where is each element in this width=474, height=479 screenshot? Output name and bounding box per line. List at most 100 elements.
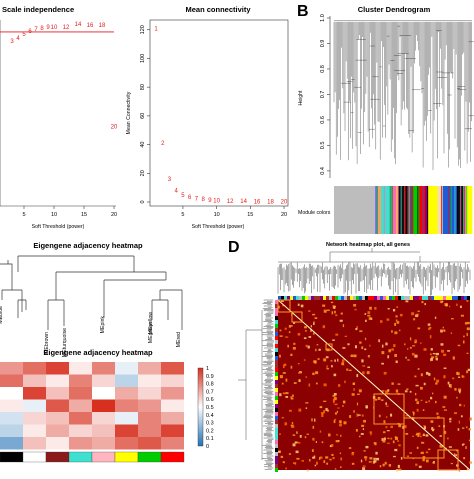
tom-speck <box>456 464 459 467</box>
tom-speck <box>398 444 401 447</box>
tom-speck <box>378 339 380 343</box>
data-point: 5 <box>181 193 185 199</box>
tom-speck <box>382 463 385 467</box>
scale-independence-points: 3 45 6 7 8 9 10 12 14 16 18 20 <box>10 22 118 130</box>
left-color-cell <box>275 356 278 360</box>
tom-speck <box>308 310 311 312</box>
tom-speck <box>456 303 458 307</box>
tom-speck <box>356 374 359 378</box>
eigengene-tree <box>0 255 183 330</box>
tom-speck <box>375 451 378 455</box>
left-color-cell <box>275 400 278 404</box>
tom-speck <box>308 383 311 387</box>
tom-speck <box>290 365 293 369</box>
heatmap-cell <box>69 387 92 400</box>
leaf-label: MEblue <box>0 306 4 324</box>
top-color-cell <box>467 296 470 301</box>
tom-speck <box>435 382 438 385</box>
heatmap-cell <box>161 437 184 450</box>
tom-speck <box>348 447 352 449</box>
tom-speck <box>367 315 371 317</box>
tom-speck <box>351 452 355 454</box>
tom-speck <box>333 419 336 424</box>
tom-speck <box>334 359 336 362</box>
tom-speck <box>441 329 445 331</box>
module-color-stripe <box>441 186 442 234</box>
top-color-cell <box>359 296 362 301</box>
tom-speck <box>352 382 355 385</box>
tom-speck <box>396 306 399 308</box>
heatmap-cell <box>138 387 161 400</box>
tom-speck <box>319 406 323 408</box>
tom-speck <box>300 304 304 308</box>
tom-speck <box>425 451 429 454</box>
y-tick-label: 0.8 <box>320 65 326 73</box>
tom-speck <box>340 457 343 461</box>
left-color-cell <box>275 372 278 376</box>
left-color-cell <box>275 396 278 400</box>
heatmap-cell <box>138 424 161 437</box>
data-point: 16 <box>87 23 94 29</box>
tom-speck <box>306 433 309 435</box>
tom-speck <box>378 414 381 418</box>
tom-speck <box>414 354 418 358</box>
heatmap-cell <box>138 362 161 375</box>
tom-speck <box>344 335 347 338</box>
tom-speck <box>322 325 326 329</box>
tom-speck <box>323 410 326 414</box>
module-strip-cell <box>0 451 24 463</box>
tom-speck <box>429 353 432 356</box>
tom-speck <box>290 396 292 399</box>
tom-speck <box>420 373 423 377</box>
tom-speck <box>453 412 458 415</box>
y-axis-label: Mean Connectivity <box>126 91 132 134</box>
tom-speck <box>336 434 339 436</box>
tom-speck <box>385 416 388 418</box>
tom-speck <box>431 356 435 359</box>
tom-speck <box>362 465 366 467</box>
module-color-stripe <box>390 186 392 234</box>
tom-speck <box>340 466 342 469</box>
tom-speck <box>325 407 328 411</box>
tom-speck <box>373 442 376 445</box>
tom-speck <box>394 322 397 326</box>
module-strip-cell <box>22 451 47 463</box>
tom-speck <box>339 420 342 424</box>
colorbar-tick-label: 0.5 <box>206 405 214 411</box>
tom-speck <box>292 443 296 447</box>
left-color-cell <box>275 388 278 392</box>
tom-speck <box>312 437 315 441</box>
network-heatmap-title: Network heatmap plot, all genes <box>326 242 410 248</box>
tom-speck <box>395 319 398 322</box>
tom-speck <box>369 457 373 460</box>
y-tick-label: 0.6 <box>320 116 326 124</box>
tom-speck <box>367 366 371 369</box>
tom-speck <box>279 393 282 397</box>
tom-speck <box>363 450 366 452</box>
data-point: 20 <box>111 124 118 130</box>
tom-speck <box>353 410 355 413</box>
tom-diagonal <box>277 299 471 471</box>
tom-speck <box>425 371 429 375</box>
colorbar-tick-label: 0.6 <box>206 397 214 403</box>
heatmap-cell <box>46 387 69 400</box>
heatmap-cell <box>161 424 184 437</box>
top-color-cell <box>296 296 299 301</box>
heatmap-cell <box>92 387 115 400</box>
data-point: 6 <box>188 195 192 201</box>
tom-speck <box>280 300 284 302</box>
tom-speck <box>395 389 399 393</box>
tom-speck <box>293 382 297 384</box>
tom-speck <box>298 408 302 412</box>
tom-speck <box>418 432 421 436</box>
left-color-cell <box>275 380 278 384</box>
tom-speck <box>292 347 296 350</box>
leaf-label: MEbrown <box>44 332 50 354</box>
top-color-cell <box>284 296 287 301</box>
tom-speck <box>368 461 372 463</box>
top-color-cell <box>407 296 410 301</box>
tom-speck <box>323 309 327 313</box>
tom-speck <box>285 467 288 470</box>
data-point: 9 <box>208 198 212 204</box>
heatmap-cell <box>0 374 23 387</box>
